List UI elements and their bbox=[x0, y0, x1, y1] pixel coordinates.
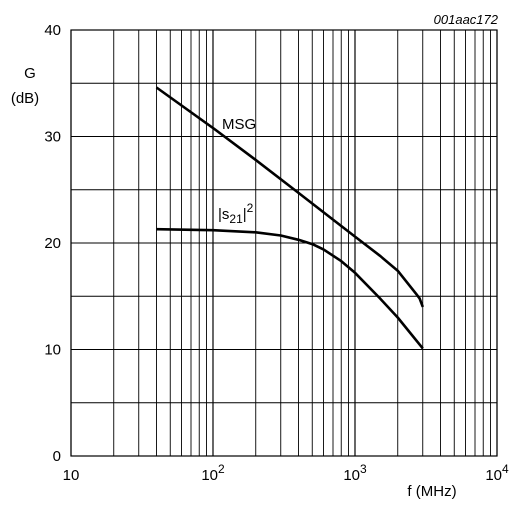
x-tick-base: 10 bbox=[343, 467, 360, 484]
plot-frame bbox=[70, 29, 498, 457]
x-tick-label: 102 bbox=[201, 462, 225, 484]
x-tick-exponent: 2 bbox=[218, 462, 225, 476]
x-tick-exponent: 3 bbox=[360, 462, 367, 476]
y-tick-label: 0 bbox=[53, 448, 61, 465]
x-tick-base: 10 bbox=[485, 467, 502, 484]
y-tick-label: 30 bbox=[44, 129, 61, 146]
s21-label-post: | bbox=[243, 206, 247, 223]
series-line-msg bbox=[155, 86, 425, 308]
y-axis-label-line1: G bbox=[24, 65, 36, 82]
figure-id: 001aac172 bbox=[434, 12, 499, 27]
x-tick-label: 103 bbox=[343, 462, 367, 484]
series-layer bbox=[155, 86, 425, 350]
series-line-s21 bbox=[156, 227, 424, 350]
y-tick-label: 10 bbox=[44, 342, 61, 359]
y-tick-label: 20 bbox=[44, 235, 61, 252]
s21-label-pre: |s bbox=[218, 206, 229, 223]
x-tick-labels: 10 102 103 104 bbox=[63, 462, 509, 484]
y-tick-label: 40 bbox=[44, 22, 61, 39]
s21-label-sub: 21 bbox=[229, 212, 243, 226]
x-tick-exponent: 4 bbox=[502, 462, 509, 476]
series-label-s21: |s21|2 bbox=[218, 201, 254, 226]
x-axis-label: f (MHz) bbox=[407, 483, 456, 500]
series-label-msg: MSG bbox=[222, 116, 256, 133]
y-gridlines bbox=[71, 29, 497, 457]
s21-label-sup: 2 bbox=[247, 201, 254, 215]
x-tick-label: 104 bbox=[485, 462, 509, 484]
x-tick-base: 10 bbox=[63, 467, 80, 484]
x-tick-label: 10 bbox=[63, 467, 80, 484]
y-axis-label-line2: (dB) bbox=[11, 90, 39, 107]
x-tick-base: 10 bbox=[201, 467, 218, 484]
y-tick-labels: 0 10 20 30 40 bbox=[44, 22, 61, 465]
